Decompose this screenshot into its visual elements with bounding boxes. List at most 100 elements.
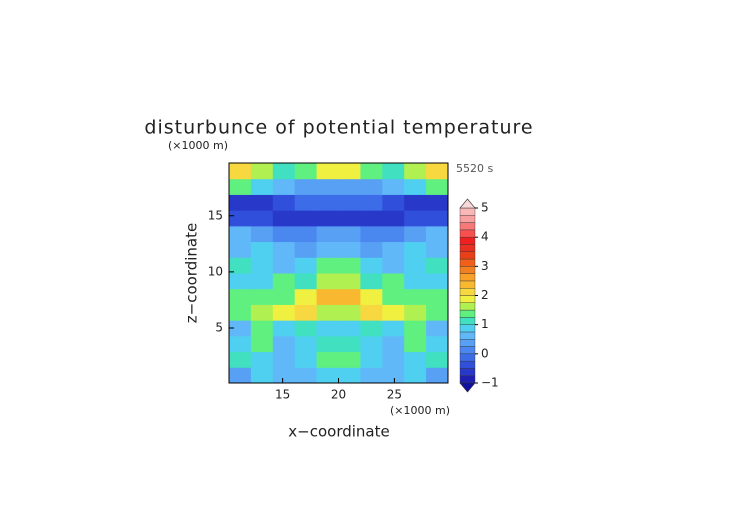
contour-cell (229, 288, 252, 305)
contour-cell (316, 273, 339, 290)
contour-cell (404, 241, 427, 258)
contour-cell (272, 241, 296, 258)
colorbar-band (459, 288, 476, 296)
contour-cell (272, 194, 296, 211)
colorbar-band (459, 280, 476, 289)
contour-cell (426, 273, 449, 290)
colorbar-tick-label: 4 (481, 230, 489, 244)
contour-cell (360, 241, 383, 258)
contour-cell (360, 288, 383, 305)
contour-cell (338, 194, 361, 211)
colorbar-tick-label: 5 (481, 201, 489, 215)
contour-cell (229, 194, 252, 211)
contour-cell (229, 320, 252, 337)
contour-cell (272, 351, 296, 368)
contour-cell (250, 163, 274, 180)
contour-cell (316, 351, 339, 368)
contour-cell (382, 304, 405, 321)
contour-cell (404, 320, 427, 337)
contour-cell (229, 257, 252, 274)
contour-cell (316, 367, 339, 384)
contour-cell (360, 367, 383, 384)
colorbar-band (459, 324, 476, 333)
contour-cell (382, 210, 405, 227)
contour-cell (229, 210, 252, 227)
x-tick-label: 20 (331, 388, 346, 402)
contour-cell (294, 178, 318, 195)
contour-cell (404, 335, 427, 353)
contour-cell (338, 273, 361, 290)
contour-cell (272, 367, 296, 384)
contour-cell (294, 257, 318, 274)
colorbar-tick-label: 2 (481, 288, 489, 302)
contour-cell (404, 367, 427, 384)
contour-cell (294, 335, 318, 353)
contour-cell (250, 288, 274, 305)
time-label: 5520 s (456, 162, 493, 175)
contour-cell (338, 367, 361, 384)
colorbar-under (459, 382, 476, 393)
contour-cell (316, 163, 339, 180)
contour-cell (404, 304, 427, 321)
contour-cell (272, 210, 296, 227)
contour-cell (338, 178, 361, 195)
contour-cell (360, 351, 383, 368)
chart-title: disturbunce of potential temperature (144, 117, 533, 139)
contour-cell (338, 163, 361, 180)
contour-cell (360, 320, 383, 337)
contour-cell (382, 241, 405, 258)
contour-cell (338, 257, 361, 274)
contour-cell (316, 335, 339, 353)
colorbar-over (459, 198, 476, 209)
contour-cell (250, 320, 274, 337)
contour-cell (426, 178, 449, 195)
x-tick-label: 15 (275, 388, 290, 402)
contour-cell (360, 194, 383, 211)
contour-cell (294, 194, 318, 211)
colorbar-band (459, 207, 476, 216)
contour-cell (294, 210, 318, 227)
contour-cell (404, 225, 427, 243)
contour-cell (338, 288, 361, 305)
contour-cell (294, 225, 318, 243)
colorbar-band (459, 266, 476, 274)
colorbar-band (459, 258, 476, 267)
contour-field (229, 163, 449, 384)
contour-cell (229, 367, 252, 384)
contour-cell (316, 225, 339, 243)
y-tick-label: 15 (208, 208, 223, 222)
contour-cell (382, 335, 405, 353)
contour-cell (272, 178, 296, 195)
contour-cell (382, 351, 405, 368)
colorbar-tick-label: 3 (481, 259, 489, 273)
contour-cell (404, 288, 427, 305)
colorbar-band (459, 302, 476, 311)
contour-cell (250, 351, 274, 368)
contour-cell (404, 210, 427, 227)
contour-cell (272, 304, 296, 321)
contour-cell (382, 320, 405, 337)
contour-cell (272, 320, 296, 337)
contour-cell (250, 178, 274, 195)
contour-cell (360, 225, 383, 243)
contour-cell (338, 210, 361, 227)
contour-cell (250, 304, 274, 321)
x-tick-label: 25 (387, 388, 402, 402)
colorbar-band (459, 360, 476, 369)
contour-cell (229, 225, 252, 243)
contour-cell (229, 178, 252, 195)
contour-cell (360, 163, 383, 180)
x-unit: (×1000 m) (390, 404, 450, 417)
colorbar-band (459, 331, 476, 340)
contour-cell (360, 335, 383, 353)
contour-cell (250, 273, 274, 290)
contour-cell (404, 194, 427, 211)
contour-cell (360, 304, 383, 321)
colorbar-band (459, 295, 476, 303)
colorbar-band (459, 346, 476, 355)
y-axis-label: z−coordinate (183, 223, 201, 323)
contour-cell (272, 335, 296, 353)
contour-cell (316, 241, 339, 258)
contour-cell (294, 304, 318, 321)
